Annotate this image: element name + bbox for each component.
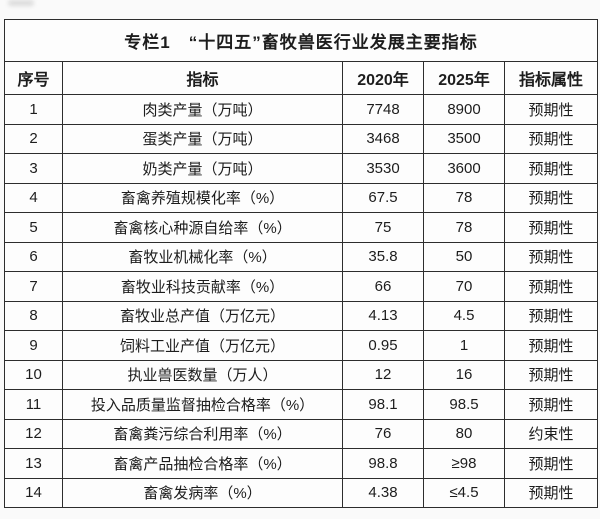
row-number-cell: 10 — [4, 359, 63, 390]
row-number-cell: 9 — [4, 330, 63, 361]
value-2020-cell: 98.8 — [342, 448, 424, 479]
row-number-cell: 14 — [4, 477, 63, 508]
attribute-cell: 预期性 — [503, 153, 599, 184]
indicator-cell: 畜牧业科技贡献率（%） — [62, 271, 343, 302]
row-number-cell: 5 — [4, 212, 63, 243]
table-row: 10 执业兽医数量（万人） 12 16 预期性 — [4, 359, 599, 390]
value-2020-cell: 35.8 — [342, 241, 424, 272]
value-2025-cell: 3600 — [423, 153, 505, 184]
header-year-2020: 2020年 — [342, 61, 424, 95]
table-row: 14 畜禽发病率（%） 4.38 ≤4.5 预期性 — [4, 477, 599, 508]
value-2025-cell: 50 — [423, 241, 505, 272]
table-row: 2 蛋类产量（万吨） 3468 3500 预期性 — [4, 123, 599, 154]
value-2025-cell: 70 — [423, 271, 505, 302]
indicator-cell: 执业兽医数量（万人） — [62, 359, 343, 390]
row-number-cell: 13 — [4, 448, 63, 479]
value-2025-cell: ≤4.5 — [423, 477, 505, 508]
value-2025-cell: 1 — [423, 330, 505, 361]
table-row: 6 畜牧业机械化率（%） 35.8 50 预期性 — [4, 241, 599, 272]
value-2025-cell: 3500 — [423, 123, 505, 154]
header-row-number: 序号 — [4, 61, 63, 95]
value-2025-cell: 16 — [423, 359, 505, 390]
table-row: 9 饲料工业产值（万亿元） 0.95 1 预期性 — [4, 330, 599, 361]
table-row: 5 畜禽核心种源自给率（%） 75 78 预期性 — [4, 212, 599, 243]
value-2020-cell: 3530 — [342, 153, 424, 184]
value-2025-cell: ≥98 — [423, 448, 505, 479]
value-2020-cell: 0.95 — [342, 330, 424, 361]
value-2020-cell: 75 — [342, 212, 424, 243]
value-2025-cell: 78 — [423, 212, 505, 243]
attribute-cell: 预期性 — [503, 212, 599, 243]
header-year-2025: 2025年 — [423, 61, 505, 95]
indicator-cell: 奶类产量（万吨） — [62, 153, 343, 184]
row-number-cell: 7 — [4, 271, 63, 302]
indicator-cell: 肉类产量（万吨） — [62, 94, 343, 125]
value-2020-cell: 98.1 — [342, 389, 424, 420]
row-number-cell: 2 — [4, 123, 63, 154]
attribute-cell: 预期性 — [503, 389, 599, 420]
table-row: 12 畜禽粪污综合利用率（%） 76 80 约束性 — [4, 418, 599, 449]
header-indicator: 指标 — [62, 61, 343, 95]
table-title: 专栏1 “十四五”畜牧兽医行业发展主要指标 — [3, 19, 599, 62]
row-number-cell: 6 — [4, 241, 63, 272]
indicator-cell: 畜禽粪污综合利用率（%） — [62, 418, 343, 449]
value-2020-cell: 4.13 — [342, 300, 424, 331]
indicator-cell: 畜牧业总产值（万亿元） — [62, 300, 343, 331]
row-number-cell: 8 — [4, 300, 63, 331]
value-2025-cell: 98.5 — [423, 389, 505, 420]
value-2025-cell: 78 — [423, 182, 505, 213]
value-2020-cell: 76 — [342, 418, 424, 449]
table-row: 4 畜禽养殖规模化率（%） 67.5 78 预期性 — [4, 182, 599, 213]
value-2025-cell: 80 — [423, 418, 505, 449]
value-2020-cell: 3468 — [342, 123, 424, 154]
table-title-row: 专栏1 “十四五”畜牧兽医行业发展主要指标 — [3, 19, 599, 62]
attribute-cell: 预期性 — [503, 182, 599, 213]
attribute-cell: 预期性 — [503, 94, 599, 125]
attribute-cell: 预期性 — [503, 330, 599, 361]
indicator-table: 专栏1 “十四五”畜牧兽医行业发展主要指标 序号 指标 2020年 2025年 … — [3, 19, 599, 508]
value-2020-cell: 7748 — [342, 94, 424, 125]
value-2020-cell: 66 — [342, 271, 424, 302]
attribute-cell: 预期性 — [503, 241, 599, 272]
value-2020-cell: 12 — [342, 359, 424, 390]
value-2020-cell: 4.38 — [342, 477, 424, 508]
table-row: 1 肉类产量（万吨） 7748 8900 预期性 — [4, 94, 599, 125]
header-attribute: 指标属性 — [503, 61, 599, 95]
table-row: 7 畜牧业科技贡献率（%） 66 70 预期性 — [4, 271, 599, 302]
indicator-cell: 投入品质量监督抽检合格率（%） — [62, 389, 343, 420]
row-number-cell: 4 — [4, 182, 63, 213]
value-2025-cell: 4.5 — [423, 300, 505, 331]
table-row: 8 畜牧业总产值（万亿元） 4.13 4.5 预期性 — [4, 300, 599, 331]
table-row: 11 投入品质量监督抽检合格率（%） 98.1 98.5 预期性 — [4, 389, 599, 420]
indicator-cell: 蛋类产量（万吨） — [62, 123, 343, 154]
value-2025-cell: 8900 — [423, 94, 505, 125]
indicator-cell: 畜禽发病率（%） — [62, 477, 343, 508]
attribute-cell: 约束性 — [503, 418, 599, 449]
table-body: 1 肉类产量（万吨） 7748 8900 预期性 2 蛋类产量（万吨） 3468 3500 预期性… — [4, 94, 599, 508]
table-row: 3 奶类产量（万吨） 3530 3600 预期性 — [4, 153, 599, 184]
row-number-cell: 1 — [4, 94, 63, 125]
table-header-row: 序号 指标 2020年 2025年 指标属性 — [4, 61, 599, 95]
photo-artifact — [8, 0, 34, 6]
row-number-cell: 11 — [4, 389, 63, 420]
attribute-cell: 预期性 — [503, 300, 599, 331]
indicator-cell: 畜禽产品抽检合格率（%） — [62, 448, 343, 479]
indicator-cell: 畜牧业机械化率（%） — [62, 241, 343, 272]
indicator-cell: 畜禽养殖规模化率（%） — [62, 182, 343, 213]
attribute-cell: 预期性 — [503, 477, 599, 508]
value-2020-cell: 67.5 — [342, 182, 424, 213]
indicator-cell: 畜禽核心种源自给率（%） — [62, 212, 343, 243]
row-number-cell: 3 — [4, 153, 63, 184]
row-number-cell: 12 — [4, 418, 63, 449]
table-row: 13 畜禽产品抽检合格率（%） 98.8 ≥98 预期性 — [4, 448, 599, 479]
attribute-cell: 预期性 — [503, 123, 599, 154]
attribute-cell: 预期性 — [503, 359, 599, 390]
indicator-cell: 饲料工业产值（万亿元） — [62, 330, 343, 361]
attribute-cell: 预期性 — [503, 448, 599, 479]
attribute-cell: 预期性 — [503, 271, 599, 302]
